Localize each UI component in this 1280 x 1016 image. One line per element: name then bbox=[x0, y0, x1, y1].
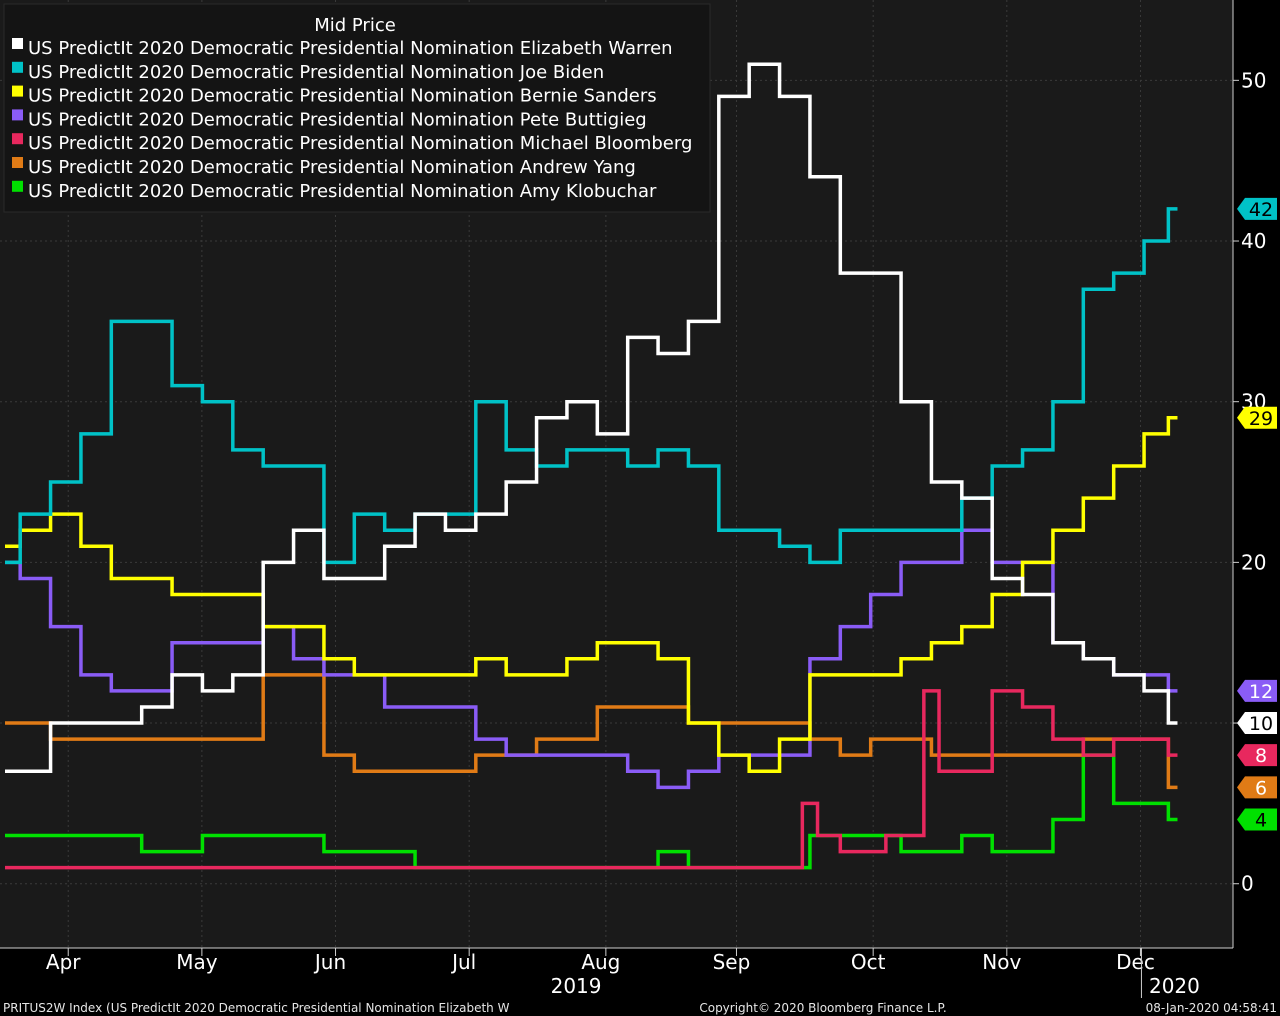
badge-label: 8 bbox=[1255, 745, 1267, 767]
legend-box bbox=[3, 3, 711, 213]
legend-swatch bbox=[12, 38, 23, 49]
badge-shape bbox=[1237, 776, 1277, 799]
y-axis-panel bbox=[1233, 0, 1280, 948]
legend-label: US PredictIt 2020 Democratic Presidentia… bbox=[28, 181, 657, 202]
x-tick-label: Jun bbox=[313, 950, 346, 974]
legend-item: US PredictIt 2020 Democratic Presidentia… bbox=[12, 85, 657, 107]
last-value-badge: 8 bbox=[1237, 744, 1277, 767]
badge-shape bbox=[1237, 406, 1277, 429]
footer-copyright: Copyright© 2020 Bloomberg Finance L.P. bbox=[699, 1001, 946, 1015]
badge-label: 6 bbox=[1255, 777, 1267, 799]
x-tick-label: Aug bbox=[581, 950, 620, 974]
y-tick-label: 20 bbox=[1241, 550, 1266, 574]
x-year-label: 2020 bbox=[1149, 974, 1200, 998]
series-line bbox=[5, 416, 1178, 774]
last-value-badge: 42 bbox=[1237, 197, 1277, 221]
y-tick-label: 0 bbox=[1241, 872, 1254, 896]
x-tick-label: Apr bbox=[46, 950, 81, 974]
last-value-badge: 10 bbox=[1237, 712, 1277, 735]
legend-title: Mid Price bbox=[314, 15, 396, 36]
badge-shape bbox=[1237, 197, 1277, 220]
series-line bbox=[5, 207, 1178, 565]
legend-label: US PredictIt 2020 Democratic Presidentia… bbox=[28, 133, 692, 154]
last-value-badges: 10 42 29 12 8 6 4 bbox=[1237, 197, 1277, 831]
y-tick-label: 40 bbox=[1241, 229, 1266, 253]
footer: PRITUS2W Index (US PredictIt 2020 Democr… bbox=[3, 1001, 1277, 1015]
legend-label: US PredictIt 2020 Democratic Presidentia… bbox=[28, 86, 657, 107]
legend-item: US PredictIt 2020 Democratic Presidentia… bbox=[12, 157, 636, 178]
x-tick-label: Oct bbox=[851, 950, 886, 974]
legend-item: US PredictIt 2020 Democratic Presidentia… bbox=[12, 133, 692, 154]
legend-item: US PredictIt 2020 Democratic Presidentia… bbox=[12, 38, 673, 59]
x-axis-panel bbox=[0, 948, 1280, 1016]
legend-swatch bbox=[12, 61, 23, 73]
series-line bbox=[5, 673, 1178, 790]
legend-swatch bbox=[12, 180, 23, 192]
badge-shape bbox=[1237, 808, 1277, 831]
badge-label: 4 bbox=[1255, 809, 1267, 831]
footer-index-label: PRITUS2W Index (US PredictIt 2020 Democr… bbox=[3, 1001, 510, 1015]
series-line bbox=[5, 62, 1178, 774]
last-value-badge: 6 bbox=[1237, 776, 1277, 799]
x-tick-label: Nov bbox=[982, 950, 1021, 974]
x-tick-label: Jul bbox=[450, 950, 476, 974]
last-value-badge: 12 bbox=[1237, 679, 1277, 703]
legend: Mid Price US PredictIt 2020 Democratic P… bbox=[3, 3, 711, 213]
series-line bbox=[5, 689, 1178, 870]
x-year-label: 2019 bbox=[551, 974, 602, 998]
badge-label: 10 bbox=[1249, 713, 1273, 735]
badge-shape bbox=[1237, 679, 1277, 702]
legend-swatch bbox=[12, 109, 23, 121]
legend-item: US PredictIt 2020 Democratic Presidentia… bbox=[12, 180, 657, 202]
legend-label: US PredictIt 2020 Democratic Presidentia… bbox=[28, 109, 647, 130]
y-tick-label: 50 bbox=[1241, 68, 1266, 92]
badge-shape bbox=[1237, 744, 1277, 767]
legend-item: US PredictIt 2020 Democratic Presidentia… bbox=[12, 109, 647, 130]
last-value-badge: 29 bbox=[1237, 406, 1277, 430]
x-tick-label: Dec bbox=[1116, 950, 1155, 974]
legend-label: US PredictIt 2020 Democratic Presidentia… bbox=[28, 157, 636, 178]
series-lines bbox=[5, 62, 1178, 870]
x-tick-label: Sep bbox=[713, 950, 751, 974]
legend-swatch bbox=[12, 85, 23, 97]
legend-label: US PredictIt 2020 Democratic Presidentia… bbox=[28, 38, 673, 59]
legend-swatch bbox=[12, 133, 23, 145]
badge-shape bbox=[1237, 712, 1277, 735]
footer-timestamp: 08-Jan-2020 04:58:41 bbox=[1146, 1001, 1277, 1015]
x-axis: Apr May Jun Jul Aug Sep Oct Nov Dec 2019 2020 bbox=[0, 947, 1233, 998]
x-tick-label: May bbox=[176, 950, 218, 974]
badge-label: 42 bbox=[1249, 199, 1273, 221]
badge-label: 12 bbox=[1249, 681, 1273, 703]
legend-swatch bbox=[12, 157, 23, 168]
legend-item: US PredictIt 2020 Democratic Presidentia… bbox=[12, 61, 604, 83]
badge-label: 29 bbox=[1249, 408, 1273, 430]
legend-label: US PredictIt 2020 Democratic Presidentia… bbox=[28, 62, 604, 83]
last-value-badge: 4 bbox=[1237, 808, 1277, 831]
